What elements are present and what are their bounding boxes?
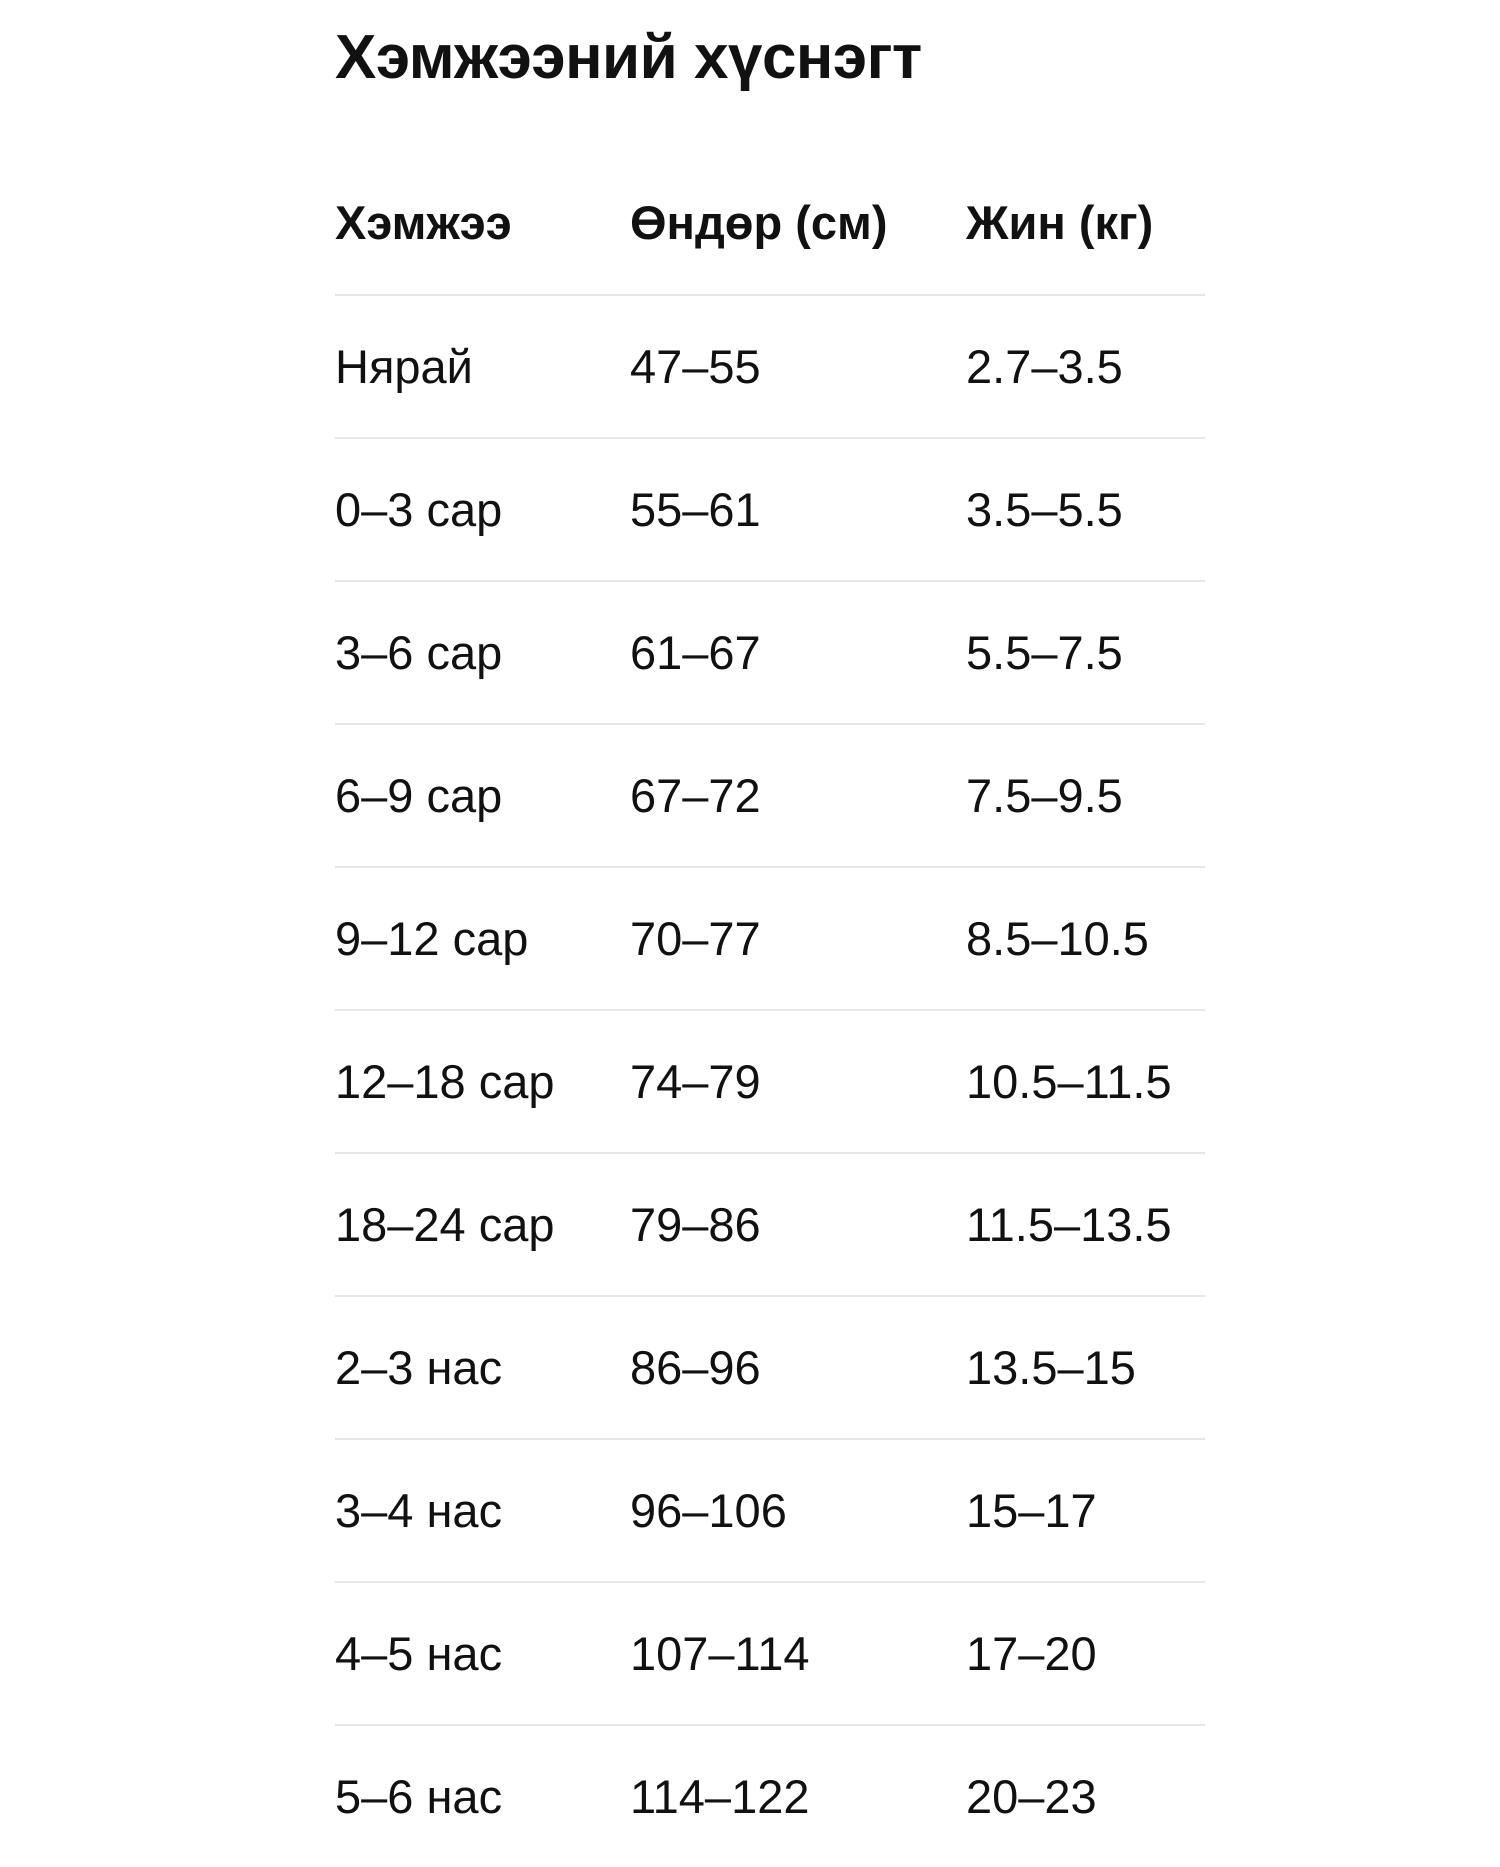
- weight-cell: 3.5–5.5: [966, 483, 1123, 536]
- weight-cell: 5.5–7.5: [966, 626, 1123, 679]
- table-row: 3–6 сар 61–67 5.5–7.5: [335, 582, 1205, 725]
- height-cell: 67–72: [630, 769, 761, 822]
- table-header-row: Хэмжээ Өндөр (см) Жин (кг): [335, 150, 1205, 296]
- size-cell: 6–9 сар: [335, 769, 503, 822]
- size-cell: 0–3 сар: [335, 483, 503, 536]
- height-cell: 114–122: [630, 1770, 810, 1823]
- table-row: 12–18 сар 74–79 10.5–11.5: [335, 1011, 1205, 1154]
- weight-cell: 11.5–13.5: [966, 1198, 1172, 1251]
- size-cell: 9–12 сар: [335, 912, 529, 965]
- weight-cell: 10.5–11.5: [966, 1055, 1172, 1108]
- height-cell: 107–114: [630, 1627, 810, 1680]
- height-cell: 47–55: [630, 340, 761, 393]
- size-cell: Нярай: [335, 340, 473, 393]
- table-row: 2–3 нас 86–96 13.5–15: [335, 1297, 1205, 1440]
- table-row: 9–12 сар 70–77 8.5–10.5: [335, 868, 1205, 1011]
- header-height: Өндөр (см): [630, 195, 888, 249]
- table-row: Нярай 47–55 2.7–3.5: [335, 296, 1205, 439]
- height-cell: 74–79: [630, 1055, 761, 1108]
- table-row: 4–5 нас 107–114 17–20: [335, 1583, 1205, 1726]
- size-cell: 2–3 нас: [335, 1341, 503, 1394]
- header-weight: Жин (кг): [966, 195, 1154, 249]
- size-cell: 18–24 сар: [335, 1198, 555, 1251]
- weight-cell: 20–23: [966, 1770, 1097, 1823]
- size-cell: 4–5 нас: [335, 1627, 503, 1680]
- height-cell: 96–106: [630, 1484, 787, 1537]
- header-size: Хэмжээ: [335, 195, 512, 249]
- weight-cell: 8.5–10.5: [966, 912, 1149, 965]
- table-row: 0–3 сар 55–61 3.5–5.5: [335, 439, 1205, 582]
- size-cell: 12–18 сар: [335, 1055, 555, 1108]
- size-cell: 3–4 нас: [335, 1484, 503, 1537]
- page-title: Хэмжээний хүснэгт: [335, 23, 922, 92]
- size-cell: 5–6 нас: [335, 1770, 503, 1823]
- size-chart-table: Хэмжээ Өндөр (см) Жин (кг) Нярай 47–55 2.7…: [335, 150, 1205, 1867]
- table-row: 18–24 сар 79–86 11.5–13.5: [335, 1154, 1205, 1297]
- weight-cell: 7.5–9.5: [966, 769, 1123, 822]
- height-cell: 61–67: [630, 626, 761, 679]
- weight-cell: 15–17: [966, 1484, 1097, 1537]
- weight-cell: 13.5–15: [966, 1341, 1136, 1394]
- weight-cell: 2.7–3.5: [966, 340, 1123, 393]
- height-cell: 70–77: [630, 912, 761, 965]
- weight-cell: 17–20: [966, 1627, 1097, 1680]
- table-row: 5–6 нас 114–122 20–23: [335, 1726, 1205, 1867]
- size-cell: 3–6 сар: [335, 626, 503, 679]
- table-row: 3–4 нас 96–106 15–17: [335, 1440, 1205, 1583]
- height-cell: 55–61: [630, 483, 761, 536]
- height-cell: 79–86: [630, 1198, 761, 1251]
- height-cell: 86–96: [630, 1341, 761, 1394]
- table-row: 6–9 сар 67–72 7.5–9.5: [335, 725, 1205, 868]
